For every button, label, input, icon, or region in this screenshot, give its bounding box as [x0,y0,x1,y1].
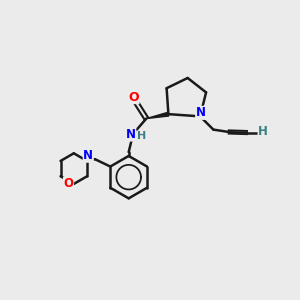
Text: H: H [137,131,146,141]
Text: N: N [83,149,93,162]
Text: O: O [64,177,74,190]
Text: N: N [196,106,206,119]
Polygon shape [146,112,169,119]
Text: H: H [258,125,268,139]
Text: N: N [126,128,136,141]
Text: O: O [128,91,139,103]
